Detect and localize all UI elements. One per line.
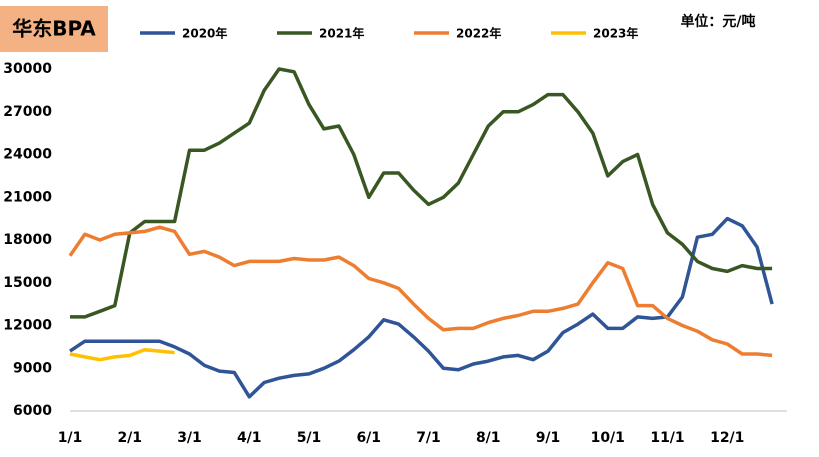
title-box <box>0 6 108 52</box>
series-line <box>68 225 773 358</box>
legend-label: 2022年 <box>456 26 501 41</box>
x-tick-label: 7/1 <box>416 430 441 446</box>
x-tick-label: 3/1 <box>177 430 202 446</box>
x-tick-label: 8/1 <box>476 430 501 446</box>
x-tick-label: 5/1 <box>297 430 322 446</box>
y-tick-label: 15000 <box>3 275 52 291</box>
y-tick-label: 12000 <box>3 318 52 334</box>
x-tick-label: 1/1 <box>58 430 83 446</box>
series-line <box>70 67 773 319</box>
legend-label: 2021年 <box>319 26 364 41</box>
x-tick-label: 9/1 <box>536 430 561 446</box>
legend-label: 2023年 <box>593 26 638 41</box>
x-tick-label: 6/1 <box>356 430 381 446</box>
y-tick-label: 27000 <box>3 104 52 120</box>
x-tick-label: 10/1 <box>591 430 625 446</box>
y-tick-label: 30000 <box>3 61 52 77</box>
unit-label: 单位：元/吨 <box>680 13 755 30</box>
x-tick-label: 11/1 <box>650 430 684 446</box>
y-tick-label: 24000 <box>3 147 52 163</box>
y-tick-label: 6000 <box>13 403 52 419</box>
y-tick-label: 21000 <box>3 189 52 205</box>
x-tick-label: 12/1 <box>710 430 744 446</box>
x-tick-label: 2/1 <box>117 430 142 446</box>
y-tick-label: 9000 <box>13 360 52 376</box>
y-tick-label: 18000 <box>3 232 52 248</box>
series-line <box>69 216 774 399</box>
legend-label: 2020年 <box>182 26 227 41</box>
series-line <box>69 347 175 362</box>
x-tick-label: 4/1 <box>237 430 262 446</box>
chart-title: 华东BPA <box>12 17 96 41</box>
